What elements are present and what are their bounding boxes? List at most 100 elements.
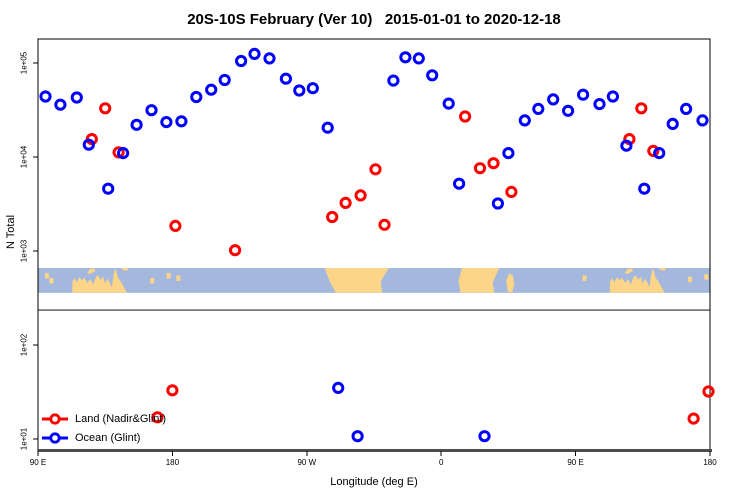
data-point (351, 430, 364, 443)
y-tick-label: 1e+02 (20, 333, 29, 356)
x-tick-label: 180 (703, 458, 717, 467)
data-point (459, 110, 472, 123)
land-timor (624, 268, 634, 274)
data-point (478, 430, 491, 443)
land-island (687, 276, 692, 283)
legend: Land (Nadir&Glint) Ocean (Glint) (42, 413, 166, 444)
data-point (606, 90, 620, 103)
data-point (354, 189, 367, 202)
data-point (293, 84, 306, 97)
data-point (473, 162, 487, 175)
data-point (82, 138, 95, 151)
x-tick-label: 90 W (297, 458, 316, 467)
x-tick-label: 0 (439, 458, 444, 467)
data-point (130, 118, 143, 131)
data-point (426, 69, 439, 82)
data-point (39, 90, 52, 103)
data-point (70, 91, 83, 104)
chart-title: 20S-10S February (Ver 10) 2015-01-01 to … (187, 11, 561, 28)
data-point (145, 104, 158, 117)
data-point (687, 412, 700, 425)
ocean-series (39, 47, 709, 443)
y-tick-label: 1e+04 (20, 145, 29, 168)
land-timor (87, 268, 96, 274)
land-new_guinea_tip (658, 268, 666, 271)
land-series (85, 102, 715, 425)
land-island (49, 277, 54, 284)
data-point (235, 54, 248, 68)
data-point (696, 114, 709, 127)
data-point (593, 98, 606, 111)
land-island (176, 275, 181, 281)
data-point (175, 115, 188, 128)
data-point (680, 102, 693, 116)
data-point (369, 163, 382, 176)
data-point (321, 121, 334, 134)
data-point (102, 182, 115, 195)
y-axis-ticks: 1e+01 1e+02 1e+03 1e+04 1e+05 (20, 51, 38, 450)
data-point (218, 73, 231, 87)
land-south_america (324, 268, 389, 293)
data-point (332, 381, 345, 394)
data-point (702, 385, 715, 398)
x-axis-title: Longitude (deg E) (330, 476, 418, 488)
x-tick-label: 90 E (30, 458, 46, 467)
y-tick-label: 1e+01 (20, 427, 29, 450)
legend-key-circle (49, 432, 61, 444)
data-point (160, 116, 173, 129)
data-point (635, 102, 648, 115)
legend-key-circle (49, 413, 61, 425)
data-point (387, 74, 400, 87)
land-australia (72, 269, 127, 293)
data-point (229, 244, 242, 257)
data-point (502, 147, 515, 160)
data-point (117, 147, 130, 160)
data-point (562, 104, 575, 117)
data-point (577, 88, 590, 101)
land-island (150, 277, 155, 284)
data-point (166, 384, 179, 397)
data-point (263, 52, 276, 65)
x-tick-label: 180 (166, 458, 180, 467)
y-tick-label: 1e+03 (20, 239, 29, 262)
y-tick-label: 1e+05 (20, 51, 29, 74)
data-point (487, 157, 500, 170)
land-island (166, 272, 171, 279)
data-point (205, 83, 218, 96)
land-africa (458, 268, 500, 293)
data-point (306, 82, 319, 95)
data-point (399, 51, 412, 64)
land-island (582, 275, 587, 281)
data-point (248, 47, 261, 61)
data-point (647, 144, 660, 157)
data-point (339, 196, 352, 209)
data-point (638, 182, 651, 195)
map-band (38, 267, 710, 293)
data-point (279, 72, 292, 85)
data-point (378, 218, 391, 231)
legend-label: Land (Nadir&Glint) (75, 413, 166, 425)
data-point (453, 177, 466, 190)
data-point (547, 93, 560, 106)
data-point (653, 147, 666, 160)
data-point (620, 139, 633, 152)
data-point (169, 219, 182, 232)
data-point (518, 114, 531, 127)
data-point (532, 102, 545, 116)
data-point (99, 102, 112, 115)
data-point (151, 411, 164, 424)
legend-label: Ocean (Glint) (75, 432, 140, 444)
data-point (54, 98, 67, 111)
land-madagascar (506, 273, 515, 293)
data-point (326, 210, 339, 224)
land-island (44, 272, 49, 279)
data-point (442, 97, 455, 110)
land-new_guinea_tip (120, 268, 129, 271)
data-point (412, 52, 425, 65)
data-point (666, 117, 679, 131)
land-island (704, 274, 709, 280)
data-point (190, 90, 203, 104)
data-point (505, 185, 518, 198)
